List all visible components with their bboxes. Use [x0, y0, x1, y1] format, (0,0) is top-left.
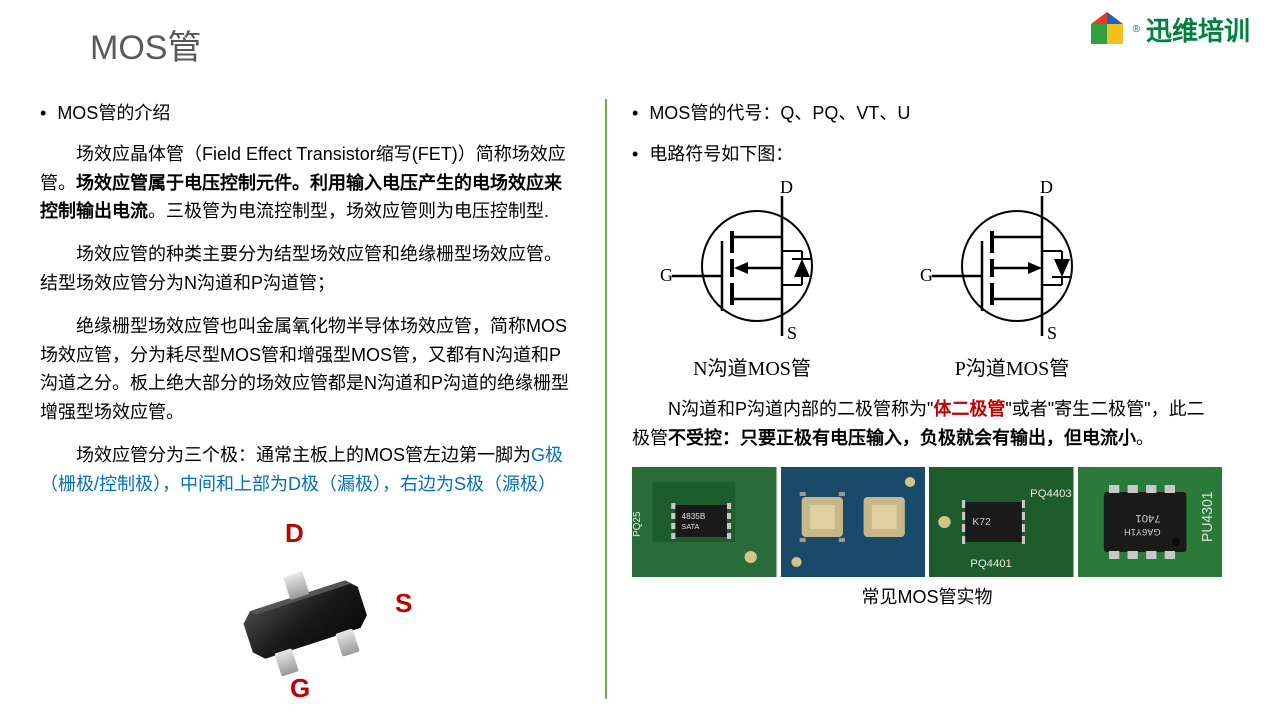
logo-text: 迅维培训	[1146, 11, 1250, 48]
column-divider	[605, 99, 607, 699]
mos-package-figure: D S G	[160, 513, 440, 693]
svg-text:PQ25: PQ25	[632, 511, 643, 537]
svg-text:G: G	[660, 265, 673, 285]
content-area: MOS管的介绍 场效应晶体管（Field Effect Transistor缩写…	[40, 99, 1230, 719]
pcb-photo-4: PU4301 7401 GA6Y1H	[1078, 467, 1223, 577]
p1c: 。三极管为电流控制型，场效应管则为电压控制型.	[148, 201, 549, 221]
slide-title: MOS管	[90, 20, 1230, 69]
svg-text:G: G	[920, 265, 933, 285]
left-para-4: 场效应管分为三个极：通常主板上的MOS管左边第一脚为G极（栅极/控制极），中间和…	[40, 441, 570, 499]
right-para-1: N沟道和P沟道内部的二极管称为"体二极管"或者"寄生二极管"，此二极管不受控：只…	[632, 395, 1222, 453]
right-bullet-2: 电路符号如下图：	[632, 140, 1222, 169]
rp1b: 体二极管	[933, 399, 1005, 419]
pcb-photo-1: 4835B SATA PQ25	[632, 467, 777, 577]
right-bullet-1: MOS管的代号：Q、PQ、VT、U	[632, 99, 1222, 128]
svg-text:PQ4403: PQ4403	[1030, 488, 1072, 500]
svg-text:GA6Y1H: GA6Y1H	[1123, 527, 1160, 537]
svg-text:4835B: 4835B	[682, 512, 706, 521]
registered-mark: ®	[1133, 24, 1140, 35]
right-column: MOS管的代号：Q、PQ、VT、U 电路符号如下图：	[632, 99, 1222, 719]
svg-text:S: S	[1047, 323, 1057, 341]
rp1e: 。	[1136, 428, 1154, 448]
left-column: MOS管的介绍 场效应晶体管（Field Effect Transistor缩写…	[40, 99, 590, 719]
left-bullet-1: MOS管的介绍	[40, 99, 570, 128]
left-para-2: 场效应管的种类主要分为结型场效应管和绝缘栅型场效应管。 结型场效应管分为N沟道和…	[40, 240, 570, 298]
n-channel-block: D G S N沟道MOS管	[652, 181, 852, 386]
circuit-symbols-row: D G S N沟道MOS管	[652, 181, 1222, 386]
label-d: D	[285, 513, 304, 555]
pcb-photo-2	[781, 467, 926, 577]
pcb-photo-3: K72 PQ4403 PQ4401	[929, 467, 1074, 577]
logo-icon	[1087, 10, 1127, 48]
sot23-icon	[225, 553, 395, 683]
p-channel-label: P沟道MOS管	[912, 353, 1112, 385]
label-s: S	[395, 583, 412, 625]
svg-text:D: D	[1040, 181, 1053, 197]
left-para-1: 场效应晶体管（Field Effect Transistor缩写(FET)）简称…	[40, 140, 570, 226]
left-para-3: 绝缘栅型场效应管也叫金属氧化物半导体场效应管，简称MOS场效应管，分为耗尽型MO…	[40, 312, 570, 427]
p-channel-symbol-icon: D G S	[912, 181, 1112, 341]
rp1a: N沟道和P沟道内部的二极管称为"	[632, 399, 933, 419]
svg-text:PQ4401: PQ4401	[970, 558, 1012, 570]
svg-text:D: D	[780, 181, 793, 197]
svg-text:7401: 7401	[1135, 512, 1160, 524]
svg-text:PU4301: PU4301	[1199, 491, 1215, 542]
rp1d: 不受控：只要正极有电压输入，负极就会有输出，但电流小	[668, 428, 1136, 448]
p4a: 场效应管分为三个极：通常主板上的MOS管左边第一脚为	[40, 445, 531, 465]
brand-logo: ® 迅维培训	[1087, 10, 1250, 48]
n-channel-symbol-icon: D G S	[652, 181, 852, 341]
n-channel-label: N沟道MOS管	[652, 353, 852, 385]
pcb-photo-row: 4835B SATA PQ25	[632, 467, 1222, 577]
svg-text:S: S	[787, 323, 797, 341]
svg-text:K72: K72	[972, 517, 991, 528]
pcb-caption: 常见MOS管实物	[632, 583, 1222, 612]
svg-text:SATA: SATA	[682, 523, 700, 531]
p-channel-block: D G S P沟道MOS管	[912, 181, 1112, 386]
